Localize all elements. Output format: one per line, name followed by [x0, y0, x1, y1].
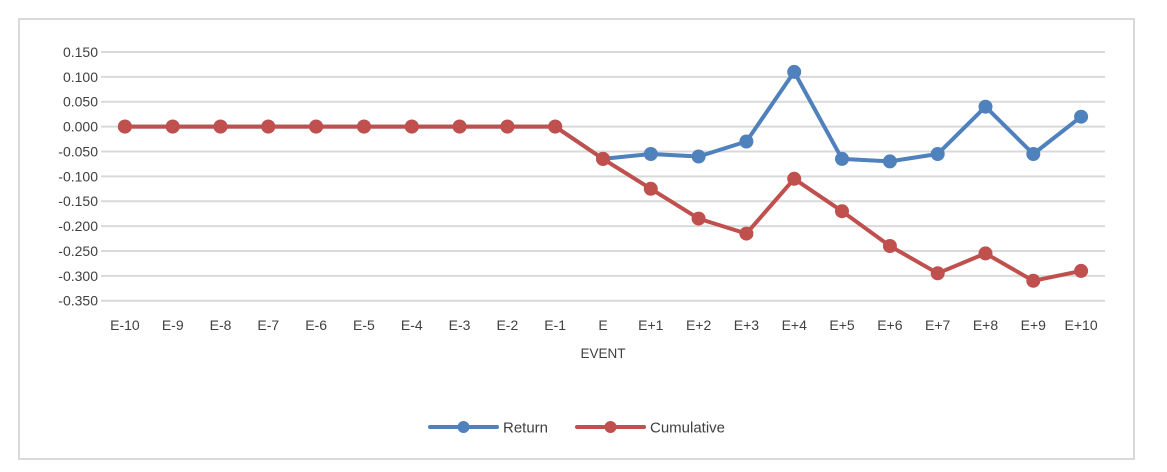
x-tick-label: E-1 — [544, 317, 566, 333]
data-point-marker-return — [691, 149, 706, 164]
x-tick-label: E+8 — [973, 317, 999, 333]
data-point-marker-cumulative — [643, 181, 658, 196]
x-tick-label: E-10 — [110, 317, 140, 333]
x-tick-label: E-6 — [305, 317, 327, 333]
legend-label-return: Return — [503, 420, 548, 437]
data-point-marker-cumulative — [882, 239, 897, 253]
data-point-marker-cumulative — [452, 119, 467, 134]
x-tick-label: E+6 — [877, 317, 903, 333]
x-tick-label: E-3 — [449, 317, 471, 333]
legend-label-cumulative: Cumulative — [650, 420, 725, 437]
y-tick-label: 0.150 — [63, 44, 98, 60]
data-point-marker-return — [835, 151, 849, 166]
legend-marker-return — [457, 421, 470, 433]
y-tick-label: -0.250 — [58, 243, 98, 259]
x-tick-label: E-4 — [401, 317, 423, 333]
data-point-marker-cumulative — [787, 171, 802, 186]
x-tick-label: E+3 — [734, 317, 760, 333]
data-point-marker-return — [978, 99, 993, 114]
y-tick-label: -0.300 — [58, 268, 98, 284]
data-point-marker-cumulative — [309, 119, 324, 134]
x-tick-label: E-7 — [257, 317, 279, 333]
data-point-marker-return — [1026, 147, 1041, 161]
x-tick-label: E-2 — [496, 317, 518, 333]
x-axis-title: EVENT — [580, 346, 625, 361]
data-point-marker-cumulative — [691, 211, 706, 226]
y-tick-label: 0.000 — [63, 119, 98, 135]
data-point-marker-return — [882, 154, 897, 169]
data-point-marker-cumulative — [739, 226, 754, 241]
y-tick-label: 0.050 — [63, 94, 98, 110]
data-point-marker-cumulative — [213, 119, 228, 134]
data-point-marker-cumulative — [1074, 263, 1089, 278]
data-point-marker-cumulative — [930, 266, 945, 281]
data-point-marker-cumulative — [835, 204, 849, 219]
y-tick-label: -0.350 — [58, 293, 98, 309]
x-tick-label: E+1 — [638, 317, 664, 333]
data-point-marker-return — [930, 147, 945, 161]
x-tick-label: E+5 — [829, 317, 855, 333]
data-point-marker-cumulative — [404, 119, 419, 134]
x-tick-label: E-5 — [353, 317, 375, 333]
x-tick-label: E+7 — [925, 317, 951, 333]
x-tick-label: E+9 — [1021, 317, 1047, 333]
data-point-marker-cumulative — [1026, 273, 1041, 288]
y-tick-label: -0.200 — [58, 218, 98, 234]
data-point-marker-return — [1074, 109, 1089, 124]
x-tick-label: E-8 — [210, 317, 232, 333]
data-point-marker-cumulative — [261, 119, 276, 134]
y-tick-label: -0.100 — [58, 168, 98, 184]
data-point-marker-cumulative — [357, 119, 371, 134]
x-tick-label: E+4 — [782, 317, 808, 333]
legend-marker-cumulative — [604, 421, 617, 433]
y-tick-label: 0.100 — [63, 69, 98, 85]
data-point-marker-cumulative — [117, 119, 132, 134]
data-point-marker-return — [787, 64, 802, 79]
x-tick-label: E+10 — [1065, 317, 1098, 333]
x-tick-label: E — [598, 317, 607, 333]
data-point-marker-cumulative — [596, 151, 610, 166]
data-point-marker-return — [643, 147, 658, 161]
data-point-marker-cumulative — [978, 246, 993, 261]
x-tick-label: E-9 — [162, 317, 184, 333]
x-tick-label: E+2 — [686, 317, 712, 333]
data-point-marker-cumulative — [500, 119, 515, 134]
data-point-marker-cumulative — [165, 119, 180, 134]
y-tick-label: -0.050 — [58, 143, 98, 159]
chart-frame — [18, 18, 1135, 460]
y-tick-label: -0.150 — [58, 193, 98, 209]
data-point-marker-return — [739, 134, 754, 149]
data-point-marker-cumulative — [548, 119, 563, 134]
